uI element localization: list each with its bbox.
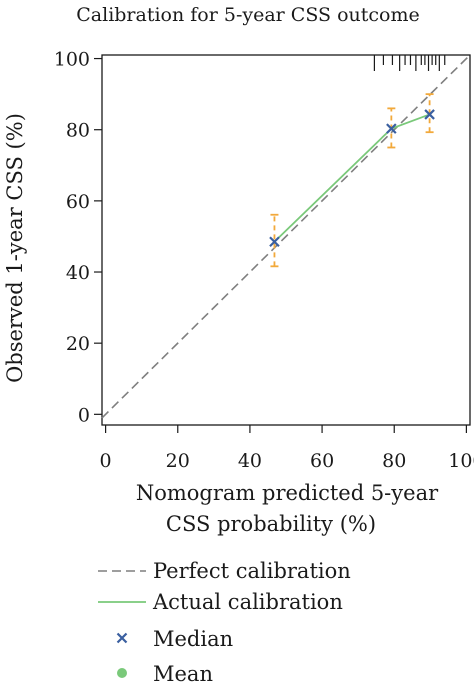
y-axis: 0 20 40 60 80 100 <box>54 49 102 426</box>
legend-label-mean: Mean <box>153 662 213 686</box>
x-tick-label-1: 20 <box>166 450 190 472</box>
plot-frame <box>101 54 471 426</box>
legend-swatch-median-b <box>116 632 128 644</box>
y-tick-label-1: 20 <box>66 333 90 355</box>
legend-item-median: Median <box>116 627 233 651</box>
perfect-calibration-line <box>101 54 471 419</box>
median-point-1-stroke-b <box>386 123 397 134</box>
x-tick-label-0: 0 <box>100 450 112 472</box>
median-point-2 <box>424 109 435 120</box>
y-tick-label-4: 80 <box>66 120 90 142</box>
median-point-2-stroke-b <box>424 109 435 120</box>
x-tick-label-3: 60 <box>310 450 334 472</box>
y-tick-label-2: 40 <box>66 262 90 284</box>
y-tick-label-0: 0 <box>78 404 90 426</box>
legend-label-median: Median <box>153 627 233 651</box>
median-point-1 <box>386 123 397 134</box>
series-layer <box>101 54 471 419</box>
chart-title: Calibration for 5-year CSS outcome <box>76 4 419 26</box>
x-tick-label-2: 40 <box>238 450 262 472</box>
legend-item-perfect: Perfect calibration <box>98 559 351 583</box>
actual-calibration-line <box>273 113 430 243</box>
median-point-0-stroke-b <box>269 236 280 248</box>
x-tick-label-5: 100 <box>448 450 474 472</box>
legend-label-perfect: Perfect calibration <box>153 559 351 583</box>
rug-ticks <box>373 55 446 71</box>
x-axis-label-line1: Nomogram predicted 5-year <box>136 481 439 505</box>
x-axis-label-line2: CSS probability (%) <box>166 512 376 536</box>
median-point-0 <box>269 236 280 248</box>
x-tick-label-4: 80 <box>382 450 406 472</box>
x-axis: 0 20 40 60 80 100 <box>100 425 474 472</box>
legend-label-actual: Actual calibration <box>152 590 343 614</box>
y-axis-label: Observed 1-year CSS (%) <box>3 113 27 383</box>
legend-swatch-mean <box>117 668 127 678</box>
y-tick-label-5: 100 <box>54 49 90 71</box>
legend-item-actual: Actual calibration <box>98 590 343 614</box>
legend-item-mean: Mean <box>117 662 213 686</box>
plot-border <box>101 54 471 426</box>
legend: Perfect calibration Actual calibration Med… <box>98 559 351 686</box>
y-tick-label-3: 60 <box>66 191 90 213</box>
